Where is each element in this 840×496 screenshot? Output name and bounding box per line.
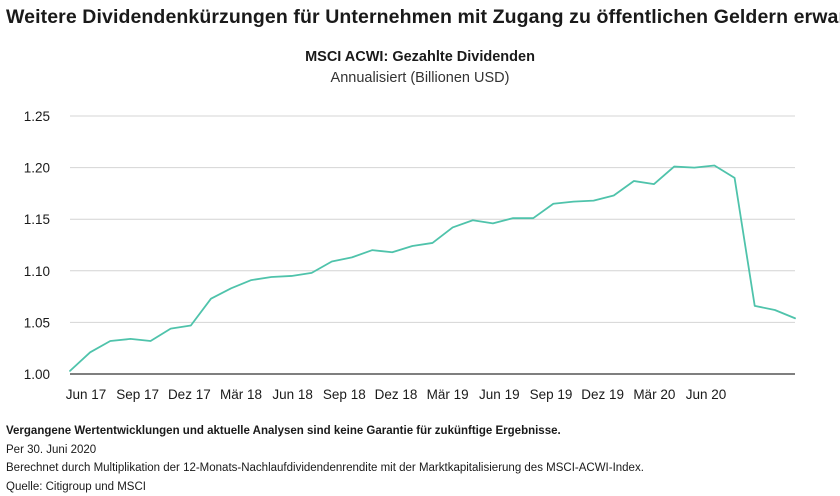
- y-tick-label: 1.10: [24, 264, 50, 279]
- x-tick-label: Mär 18: [220, 387, 262, 402]
- footnote-source: Quelle: Citigroup und MSCI: [6, 481, 146, 493]
- footnote-method: Berechnet durch Multiplikation der 12-Mo…: [6, 462, 644, 474]
- y-axis-tick-labels: 1.00 1.05 1.10 1.15 1.20 1.25: [24, 109, 50, 382]
- x-axis-tick-labels: Jun 17 Sep 17 Dez 17 Mär 18 Jun 18 Sep 18 Dez …: [66, 387, 727, 402]
- chart-subtitle: Annualisiert (Billionen USD): [330, 70, 510, 86]
- y-tick-label: 1.25: [24, 109, 50, 124]
- x-tick-label: Jun 20: [686, 387, 727, 402]
- chart-title: MSCI ACWI: Gezahlte Dividenden: [305, 49, 535, 65]
- footnote-disclaimer: Vergangene Wertentwicklungen und aktuell…: [6, 425, 561, 437]
- series-layer: [69, 164, 796, 372]
- dividend-series-line: [69, 164, 796, 372]
- x-tick-label: Jun 19: [479, 387, 520, 402]
- x-tick-label: Mär 19: [427, 387, 469, 402]
- x-tick-label: Jun 17: [66, 387, 107, 402]
- dividend-line-chart: 1.00 1.05 1.10 1.15 1.20 1.25 Jun 17 Sep 17 Dez…: [24, 109, 796, 402]
- y-tick-label: 1.15: [24, 212, 50, 227]
- y-tick-label: 1.00: [24, 367, 50, 382]
- x-tick-label: Mär 20: [633, 387, 675, 402]
- x-tick-label: Dez 19: [581, 387, 624, 402]
- x-tick-label: Jun 18: [272, 387, 313, 402]
- x-tick-label: Dez 18: [375, 387, 418, 402]
- x-tick-label: Sep 19: [530, 387, 573, 402]
- x-tick-label: Dez 17: [168, 387, 211, 402]
- y-tick-label: 1.05: [24, 315, 50, 330]
- y-tick-label: 1.20: [24, 161, 50, 176]
- x-tick-label: Sep 18: [323, 387, 366, 402]
- x-tick-label: Sep 17: [116, 387, 159, 402]
- grid-lines: [70, 115, 795, 375]
- footnote-date: Per 30. Juni 2020: [6, 444, 97, 456]
- headline: Weitere Dividendenkürzungen für Unterneh…: [6, 6, 840, 28]
